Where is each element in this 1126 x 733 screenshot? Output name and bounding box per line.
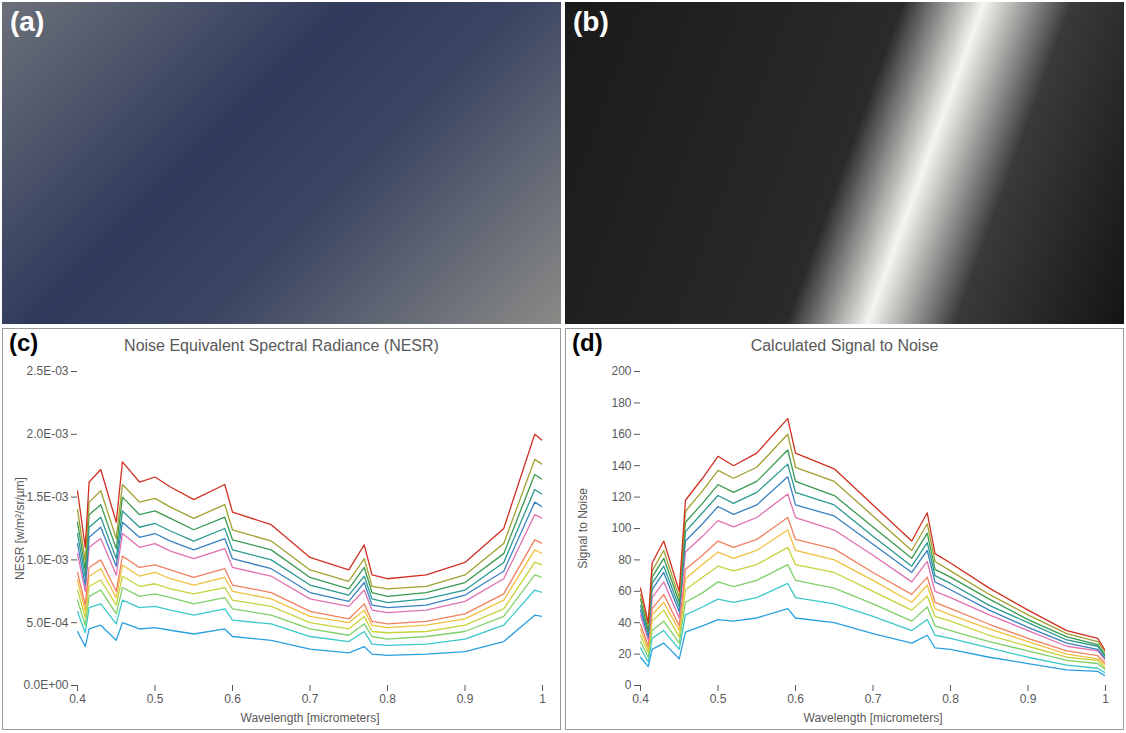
svg-text:1.5E-03: 1.5E-03 — [26, 490, 68, 504]
svg-text:0.6: 0.6 — [224, 692, 241, 706]
svg-text:180: 180 — [611, 396, 631, 410]
svg-text:0.6: 0.6 — [787, 692, 804, 706]
svg-text:0.5: 0.5 — [710, 692, 727, 706]
svg-text:60: 60 — [618, 584, 632, 598]
svg-text:1: 1 — [539, 692, 546, 706]
svg-text:0.9: 0.9 — [1020, 692, 1037, 706]
svg-text:0.4: 0.4 — [632, 692, 649, 706]
svg-text:160: 160 — [611, 427, 631, 441]
svg-text:200: 200 — [611, 364, 631, 378]
svg-text:0: 0 — [625, 678, 632, 692]
html-text:Calculated Signal to Noise: Calculated Signal to Noise — [750, 337, 939, 354]
svg-text:5.0E-04: 5.0E-04 — [26, 616, 68, 630]
svg-text:20: 20 — [618, 647, 632, 661]
svg-text:NESR [w/m²/sr/µm]: NESR [w/m²/sr/µm] — [13, 477, 27, 580]
svg-text:Wavelength [micrometers]: Wavelength [micrometers] — [241, 711, 380, 725]
svg-text:Signal to Noise: Signal to Noise — [576, 488, 590, 569]
svg-text:80: 80 — [618, 553, 632, 567]
svg-text:120: 120 — [611, 490, 631, 504]
html-text:(b): (b) — [573, 6, 609, 37]
svg-text:2.5E-03: 2.5E-03 — [26, 364, 68, 378]
svg-text:0.0E+00: 0.0E+00 — [23, 678, 68, 692]
svg-text:0.4: 0.4 — [69, 692, 86, 706]
svg-text:140: 140 — [611, 459, 631, 473]
html-text:(c): (c) — [9, 329, 39, 356]
svg-text:1.0E-03: 1.0E-03 — [26, 553, 68, 567]
svg-text:1: 1 — [1102, 692, 1109, 706]
svg-text:0.8: 0.8 — [942, 692, 959, 706]
svg-text:0.7: 0.7 — [302, 692, 319, 706]
html-text:(a): (a) — [10, 6, 45, 37]
html-text:Noise Equivalent Spectral Radi: Noise Equivalent Spectral Radiance (NESR… — [124, 337, 439, 354]
svg-text:0.9: 0.9 — [457, 692, 474, 706]
svg-text:40: 40 — [618, 616, 632, 630]
svg-text:2.0E-03: 2.0E-03 — [26, 427, 68, 441]
html-text:(d): (d) — [572, 329, 603, 356]
svg-text:0.5: 0.5 — [147, 692, 164, 706]
svg-text:0.7: 0.7 — [865, 692, 882, 706]
svg-text:Wavelength [micrometers]: Wavelength [micrometers] — [804, 711, 943, 725]
svg-text:100: 100 — [611, 521, 631, 535]
svg-text:0.8: 0.8 — [379, 692, 396, 706]
